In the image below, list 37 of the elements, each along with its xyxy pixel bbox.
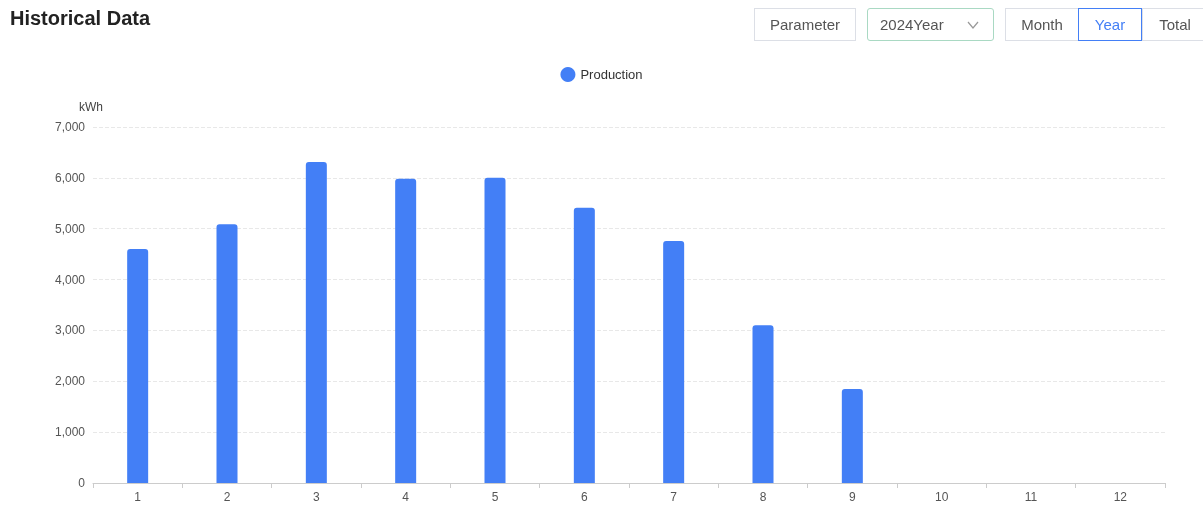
bar (216, 224, 238, 483)
y-tick-label: 1,000 (54, 425, 86, 440)
text: 2024Year (880, 16, 944, 33)
bar (663, 240, 685, 483)
bar (305, 162, 327, 483)
legend-label: Production (580, 67, 643, 82)
bar (484, 177, 506, 483)
bar (395, 178, 417, 483)
x-tick-label: 8 (759, 490, 767, 504)
text: Total (1159, 16, 1191, 33)
x-tick-label: 7 (670, 490, 678, 504)
x-tick-label: 9 (848, 490, 856, 504)
chart-title: Historical Data (10, 7, 151, 30)
text: Parameter (769, 16, 841, 33)
y-axis-title: kWh (79, 100, 103, 114)
x-tick-label: 6 (580, 490, 588, 504)
y-tick-label: 0 (78, 476, 86, 490)
bar (752, 325, 774, 483)
x-tick-label: 11 (1024, 490, 1038, 504)
x-tick-label: 3 (312, 490, 320, 504)
x-tick-label: 5 (491, 490, 499, 504)
x-tick-label: 4 (402, 490, 410, 504)
bar (573, 207, 595, 483)
y-tick-label: 6,000 (54, 170, 86, 185)
y-tick-label: 4,000 (54, 272, 86, 287)
x-tick-label: 2 (223, 490, 231, 504)
bar (841, 388, 863, 483)
text: Year (1094, 16, 1126, 33)
bar (127, 249, 149, 483)
x-tick-label: 1 (134, 490, 142, 504)
x-tick-label: 10 (934, 490, 949, 504)
y-tick-label: 3,000 (54, 323, 86, 338)
y-tick-label: 2,000 (54, 374, 86, 389)
y-tick-label: 7,000 (54, 120, 86, 134)
y-tick-label: 5,000 (54, 221, 86, 236)
x-tick-label: 12 (1113, 490, 1128, 504)
text: Month (1021, 16, 1063, 33)
